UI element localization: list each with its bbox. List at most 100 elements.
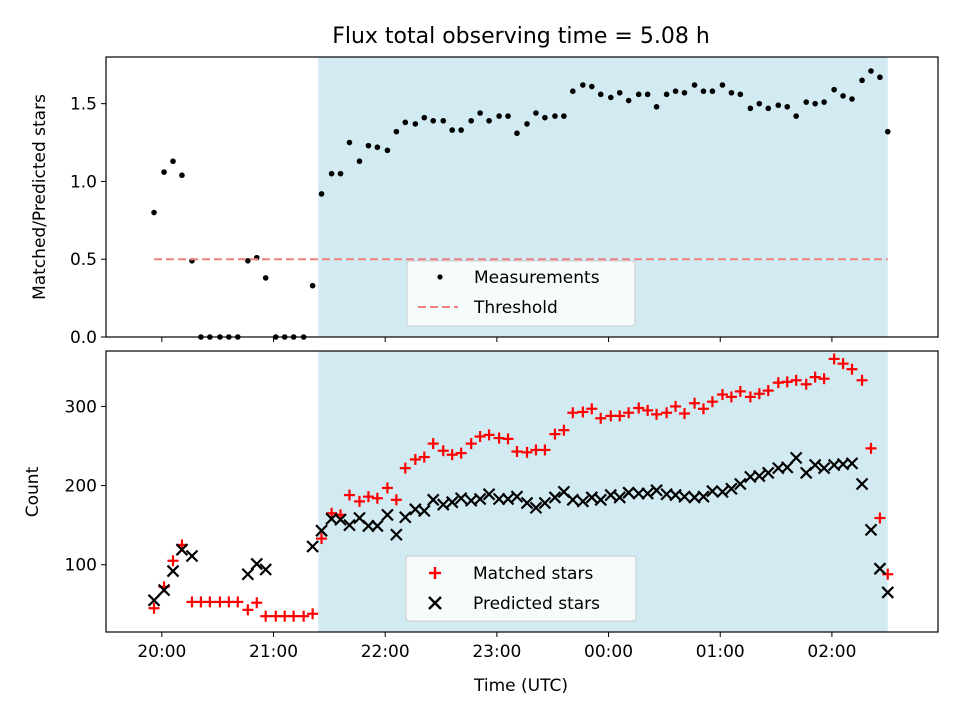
measurements-point [505,113,511,119]
measurements-point [868,68,874,74]
legend-marker-measurements [437,274,443,280]
predicted-stars-point [753,469,766,483]
measurements-point [179,172,185,179]
matched-stars-point [651,408,663,420]
bottom-x-axis: 20:00 21:00 22:00 23:00 00:00 01:00 02:00 [137,632,856,662]
x-tick-label: 01:00 [696,642,745,662]
legend-marker-matched-stars [429,567,441,579]
measurements-point [616,89,623,96]
predicted-stars-point [482,487,496,501]
matched-stars-point [706,396,718,408]
measurements-point [328,170,335,177]
predicted-stars-point [576,495,590,508]
measurements-point [514,130,520,137]
bottom-y-axis: 100 200 300 [65,397,106,576]
matched-stars-point [371,492,383,504]
measurements-point [421,114,428,121]
measurements-point [821,99,827,105]
measurements-point [496,113,502,119]
matched-stars-point [251,597,263,609]
predicted-stars-point [548,491,562,504]
measurements-point [756,100,763,107]
bottom-plot-frame [105,350,939,633]
top-y-tick-label: 0.0 [70,328,97,348]
matched-stars-point [614,410,626,422]
predicted-stars-point [817,461,831,475]
top-x-tick-marks [161,337,833,342]
matched-stars-point [316,533,328,545]
bottom-legend: Matched stars Predicted stars [405,555,637,622]
matched-stars-point [716,389,728,401]
legend-label-measurements: Measurements [474,268,600,288]
matched-stars-point [734,385,746,397]
predicted-stars-point [520,496,534,510]
measurements-point [831,86,837,93]
matched-stars-point [689,397,701,409]
measurements-point [151,209,157,216]
predicted-stars-point [734,477,747,491]
matched-stars-point [362,491,374,503]
matched-stars-point [744,391,756,403]
matched-stars-point [661,407,673,419]
measurements-point [440,117,447,124]
legend-marker-predicted-stars [428,596,442,610]
matched-stars-point [539,444,551,456]
measurements-point [747,105,754,112]
measurements-point [625,97,632,104]
matched-stars-point [725,391,737,403]
predicted-stars-point [538,496,552,510]
measurements-point [849,96,855,102]
matched-stars-point [511,446,523,458]
predicted-stars-point [510,490,524,503]
predicted-stars-point [445,495,459,509]
predicted-stars-point [241,567,255,581]
predicted-stars-point [157,583,171,597]
x-tick-label: 20:00 [137,642,186,662]
x-tick-label: 23:00 [472,642,521,662]
measurements-point [635,91,642,98]
matched-stars-point [167,555,179,567]
predicted-stars-point [147,594,161,607]
measurements-point [170,158,176,165]
measurements-point [402,119,409,126]
top-y-tick-label: 0.5 [70,250,97,270]
predicted-stars-point [613,491,626,504]
top-legend-box [406,260,636,327]
matched-stars-point [837,358,849,370]
predicted-stars-point [473,492,487,506]
measurements-point [412,121,419,127]
measurements-point [533,110,539,116]
measurements-point [393,128,400,135]
matched-stars-point [483,429,495,441]
measurements-point [859,77,865,84]
matched-stars-point [474,430,486,442]
matched-stars-point [567,407,579,419]
matched-stars-point [678,408,690,420]
top-panel: 0.0 0.5 1.0 1.5 Matched/Predicted stars Mea… [30,56,939,348]
predicted-stars-point [725,482,738,496]
predicted-stars-point [716,485,729,499]
matched-stars-point [307,608,319,620]
measurements-point [653,103,660,110]
predicted-stars-point [399,510,412,524]
measurements-point [309,282,316,289]
matched-stars-point [288,610,300,622]
bottom-y-axis-label: Count [23,466,43,517]
measurements-point [691,82,698,88]
measurements-point [374,144,381,151]
matched-stars-point [298,610,310,622]
matched-stars-point [781,376,793,388]
bottom-y-tick-label: 100 [65,556,97,576]
legend-label-matched-stars: Matched stars [473,564,593,584]
measurements-point [570,88,576,95]
matched-stars-point [549,428,561,440]
predicted-stars-point [650,484,663,497]
x-tick-label: 00:00 [584,642,633,662]
measurements-point [552,113,558,119]
measurements-point [793,113,799,119]
predicted-stars-point [697,490,710,503]
measurements-point [775,102,782,109]
measurements-point [337,170,344,177]
predicted-stars-point [259,563,272,576]
